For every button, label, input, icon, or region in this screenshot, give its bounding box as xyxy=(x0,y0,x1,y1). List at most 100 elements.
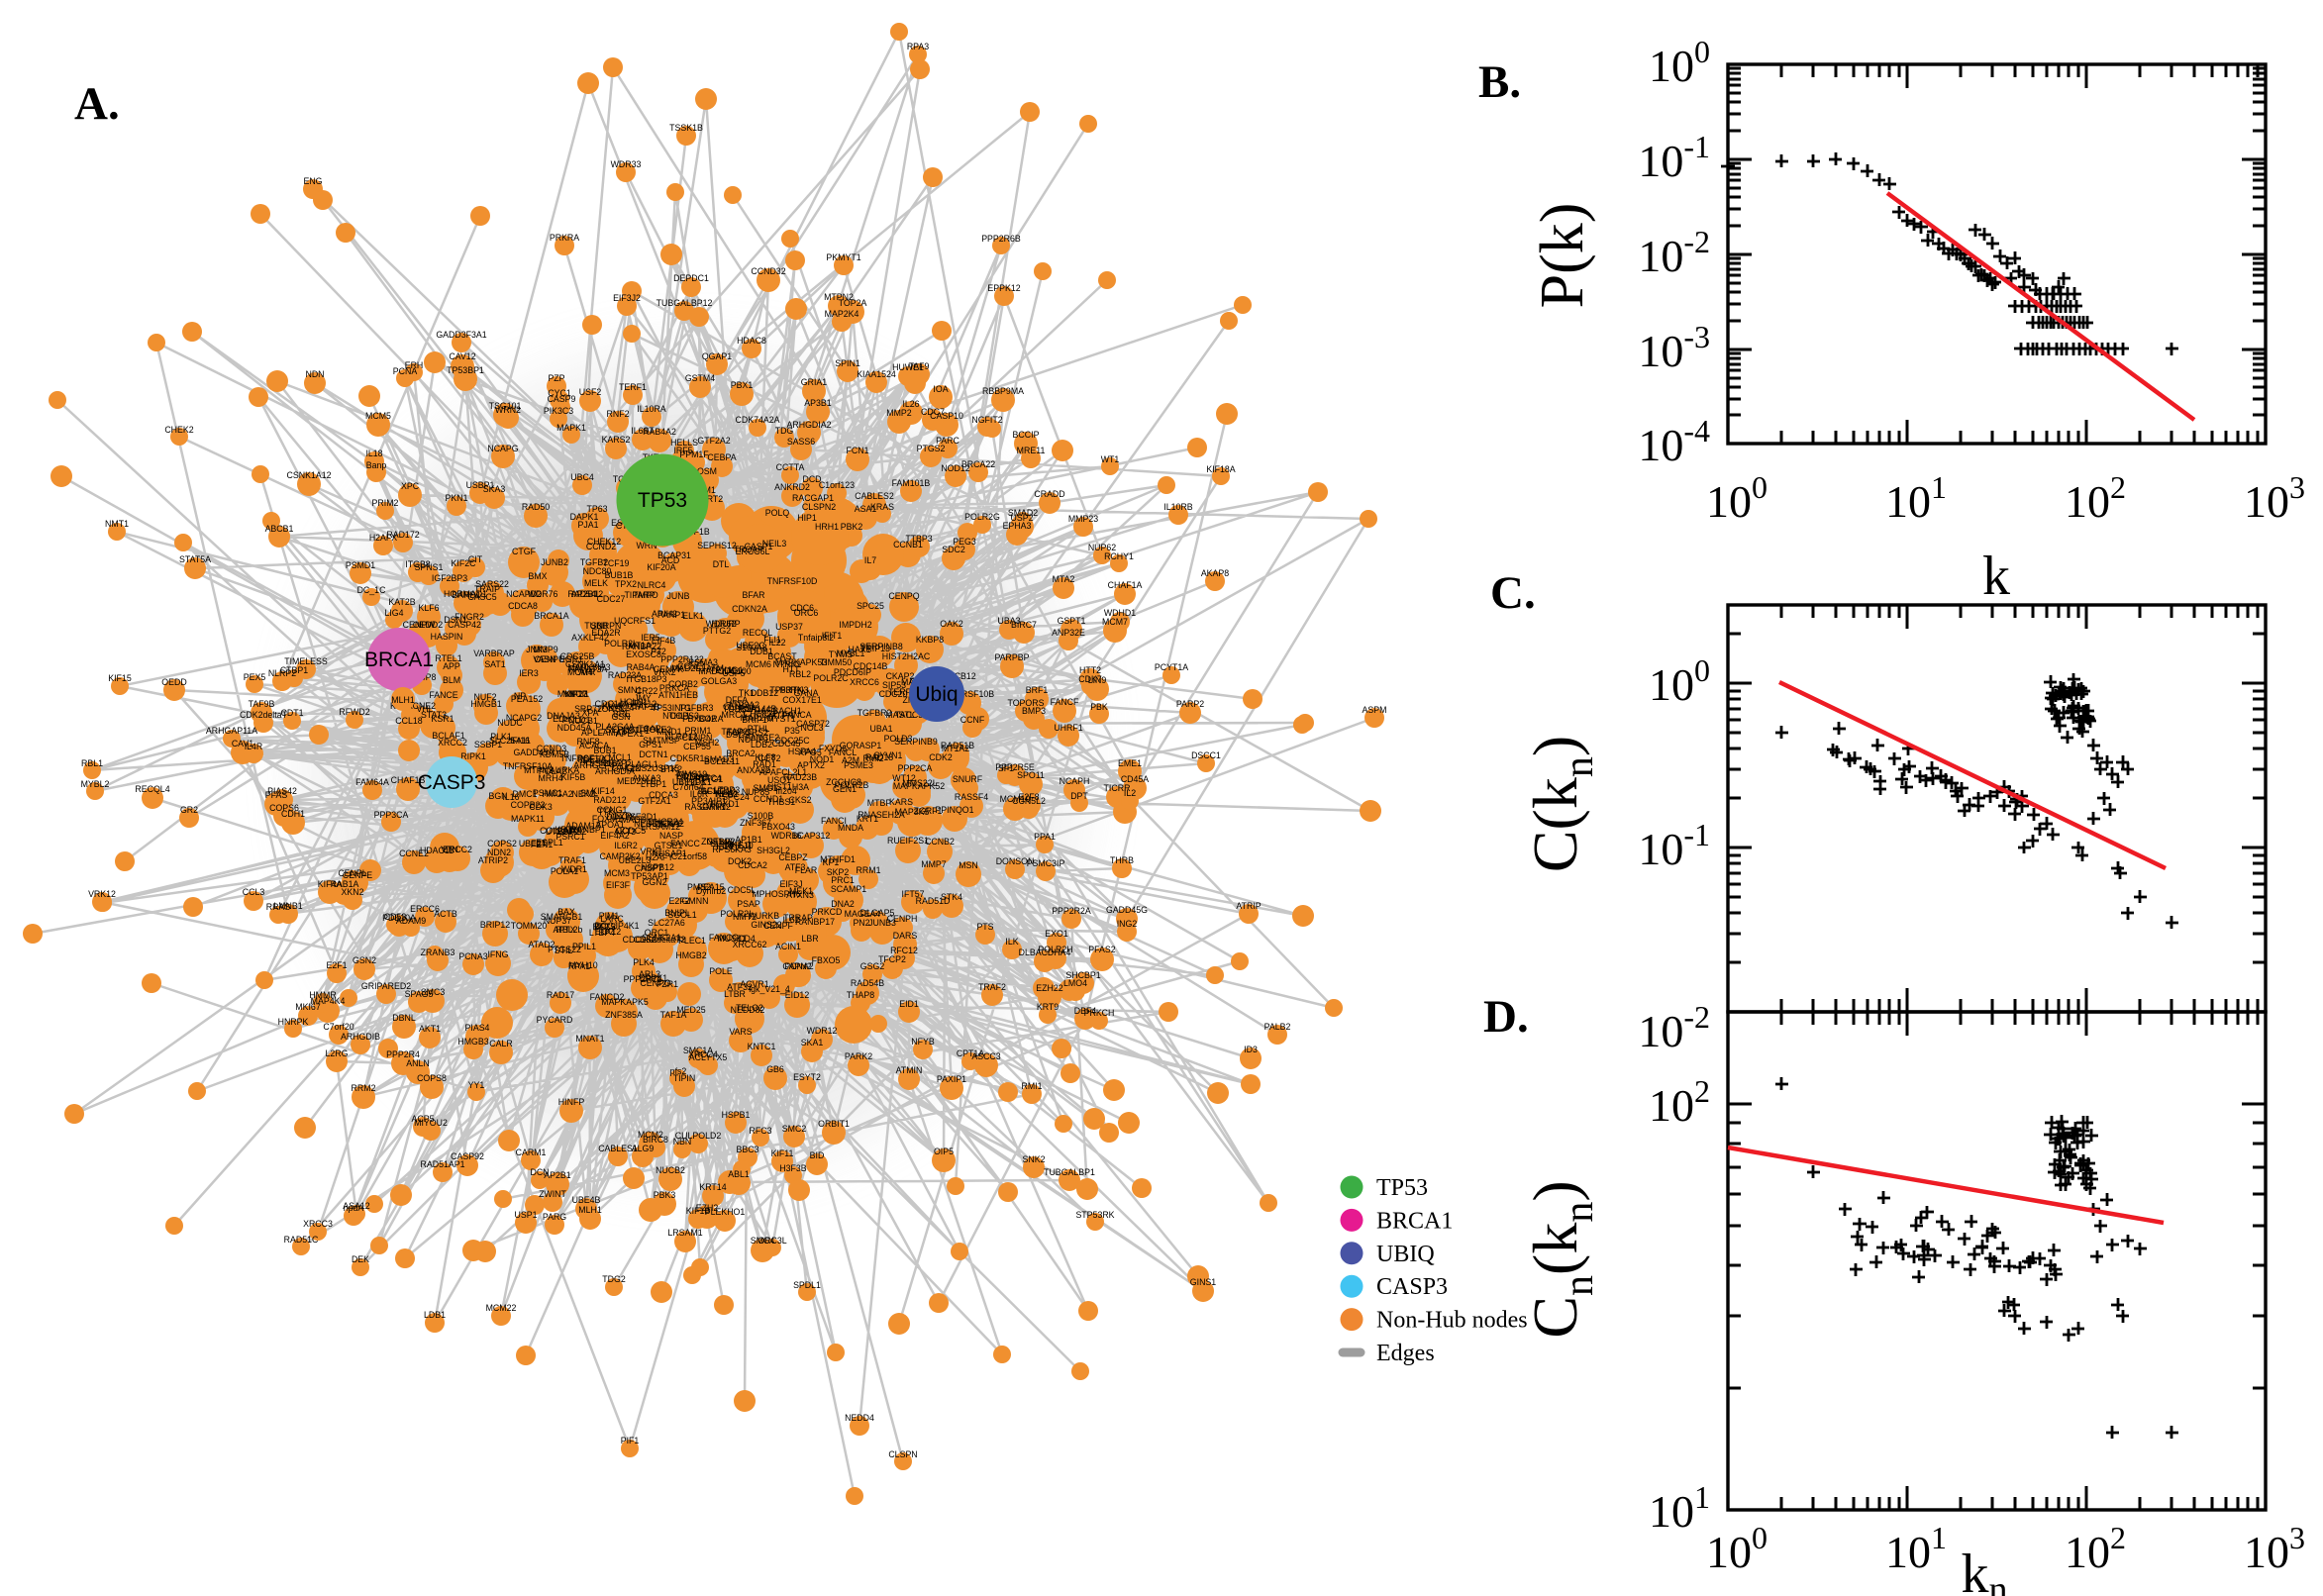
svg-text:BCCIP: BCCIP xyxy=(1013,430,1040,440)
svg-text:CDK7: CDK7 xyxy=(1078,674,1102,684)
svg-text:PARK2: PARK2 xyxy=(845,1051,872,1061)
svg-text:CDK2deltaT2: CDK2deltaT2 xyxy=(634,935,686,945)
svg-text:PRKCD: PRKCD xyxy=(812,907,843,917)
svg-text:GADD45G: GADD45G xyxy=(1106,905,1148,915)
svg-text:KIF1B: KIF1B xyxy=(686,1206,711,1216)
svg-text:TERF1: TERF1 xyxy=(619,382,647,392)
svg-text:PZP: PZP xyxy=(548,373,564,383)
svg-text:SLC27A6: SLC27A6 xyxy=(648,918,685,928)
svg-text:MAPK1: MAPK1 xyxy=(556,423,586,433)
svg-text:NEDD8: NEDD8 xyxy=(634,819,663,829)
svg-text:BRCA1: BRCA1 xyxy=(1376,1208,1453,1234)
svg-text:10-1: 10-1 xyxy=(1638,817,1710,874)
svg-text:SNRPN: SNRPN xyxy=(591,621,622,631)
svg-text:CULPOLD2: CULPOLD2 xyxy=(675,1131,722,1141)
svg-text:KIF20A: KIF20A xyxy=(647,562,675,572)
svg-text:CDCA3: CDCA3 xyxy=(649,790,678,800)
svg-text:B.: B. xyxy=(1478,56,1521,108)
svg-text:PLEKHO1: PLEKHO1 xyxy=(705,1207,746,1217)
svg-text:RAD212: RAD212 xyxy=(593,795,626,805)
svg-text:RAB4A2: RAB4A2 xyxy=(643,427,676,437)
svg-text:POLD1: POLD1 xyxy=(562,715,591,725)
svg-text:PRIM2: PRIM2 xyxy=(372,498,399,508)
svg-text:PARP2: PARP2 xyxy=(1176,699,1204,709)
svg-text:PTTG1: PTTG1 xyxy=(695,774,723,784)
svg-text:DLGAP5: DLGAP5 xyxy=(860,908,895,918)
svg-text:DCD: DCD xyxy=(802,474,821,484)
svg-text:IFIT1: IFIT1 xyxy=(822,631,843,641)
svg-text:TOP2A: TOP2A xyxy=(839,298,867,308)
svg-text:OAK22: OAK22 xyxy=(612,763,640,773)
svg-text:CASP1: CASP1 xyxy=(745,542,773,551)
svg-text:JMY: JMY xyxy=(634,693,652,703)
svg-text:SMC3: SMC3 xyxy=(421,987,446,997)
svg-text:MNDA: MNDA xyxy=(838,823,863,833)
svg-text:CCNF: CCNF xyxy=(960,715,985,725)
svg-text:SPC25: SPC25 xyxy=(857,601,884,611)
svg-text:Edges: Edges xyxy=(1376,1341,1435,1366)
svg-text:FAM64A: FAM64A xyxy=(355,777,389,787)
svg-text:KIF23: KIF23 xyxy=(564,689,588,699)
svg-text:XPA: XPA xyxy=(582,708,599,718)
svg-text:LTBR: LTBR xyxy=(724,989,746,999)
svg-text:CD45A: CD45A xyxy=(1121,774,1149,784)
svg-text:HUWE1: HUWE1 xyxy=(892,362,924,372)
svg-text:PPP2R12: PPP2R12 xyxy=(624,974,662,984)
svg-text:SEPHS12: SEPHS12 xyxy=(697,541,737,550)
svg-text:IL2: IL2 xyxy=(1124,788,1136,798)
svg-text:CENPO: CENPO xyxy=(640,978,670,988)
svg-text:CSNK1A12: CSNK1A12 xyxy=(287,470,332,480)
svg-text:NMT1: NMT1 xyxy=(105,519,129,529)
svg-text:IER3: IER3 xyxy=(519,668,539,678)
svg-text:NFYB: NFYB xyxy=(911,1037,935,1047)
svg-text:WDHD1: WDHD1 xyxy=(1104,608,1136,618)
svg-text:YY1: YY1 xyxy=(468,1080,485,1090)
svg-text:PN2: PN2 xyxy=(853,918,869,928)
svg-text:BRCA22: BRCA22 xyxy=(961,459,995,469)
svg-text:UBE2C: UBE2C xyxy=(736,641,765,650)
svg-text:POLR2L: POLR2L xyxy=(604,639,638,648)
svg-text:WT1: WT1 xyxy=(1101,454,1120,464)
svg-text:BMX: BMX xyxy=(528,571,547,581)
svg-text:CHAF1A: CHAF1A xyxy=(1108,580,1143,590)
svg-text:IL6ST: IL6ST xyxy=(631,426,655,436)
svg-text:IOA: IOA xyxy=(933,384,948,394)
svg-text:PDIA3: PDIA3 xyxy=(683,772,709,782)
svg-text:MAP4K4: MAP4K4 xyxy=(311,996,346,1006)
svg-text:PIM1: PIM1 xyxy=(599,911,620,921)
svg-text:TRIP13: TRIP13 xyxy=(860,644,890,653)
svg-text:EGR1: EGR1 xyxy=(559,654,583,664)
svg-text:VRK1: VRK1 xyxy=(641,847,663,856)
svg-text:MMP9: MMP9 xyxy=(533,645,558,654)
svg-text:CENPW: CENPW xyxy=(403,620,436,630)
svg-text:ACP5: ACP5 xyxy=(412,1114,435,1124)
svg-text:ARHGAP11A: ARHGAP11A xyxy=(206,726,257,736)
svg-text:MLH1: MLH1 xyxy=(578,1205,602,1215)
svg-text:HMGB1: HMGB1 xyxy=(470,699,501,709)
svg-text:TTK: TTK xyxy=(598,807,615,817)
svg-text:PTS: PTS xyxy=(976,922,993,932)
svg-text:ENG: ENG xyxy=(303,176,322,186)
svg-text:NLRP2: NLRP2 xyxy=(268,668,296,678)
svg-text:CENPQ: CENPQ xyxy=(888,591,919,601)
svg-text:POLA2: POLA2 xyxy=(539,766,566,776)
svg-text:PTGS2: PTGS2 xyxy=(917,444,946,453)
svg-text:TIMELESS: TIMELESS xyxy=(284,656,328,666)
svg-text:EID1: EID1 xyxy=(899,999,919,1009)
svg-text:NLRC4: NLRC4 xyxy=(638,580,666,590)
svg-text:USP37: USP37 xyxy=(775,622,803,632)
svg-text:VTN: VTN xyxy=(441,845,458,854)
svg-text:HSPB1: HSPB1 xyxy=(722,1110,751,1120)
svg-text:LIG1: LIG1 xyxy=(724,665,743,675)
svg-text:MND1: MND1 xyxy=(657,727,682,737)
svg-text:PCYT1A: PCYT1A xyxy=(1155,662,1188,672)
svg-text:MAP2K4: MAP2K4 xyxy=(825,309,859,319)
svg-text:BLM: BLM xyxy=(443,675,460,685)
svg-text:PALB2: PALB2 xyxy=(1264,1022,1291,1032)
svg-text:LTBP3: LTBP3 xyxy=(714,785,740,795)
svg-text:POLE2: POLE2 xyxy=(644,725,671,735)
svg-text:Non-Hub nodes: Non-Hub nodes xyxy=(1376,1308,1528,1334)
svg-text:GR2: GR2 xyxy=(180,805,198,815)
svg-text:UBA3: UBA3 xyxy=(998,616,1021,626)
svg-text:PPP2R5E: PPP2R5E xyxy=(995,762,1035,772)
